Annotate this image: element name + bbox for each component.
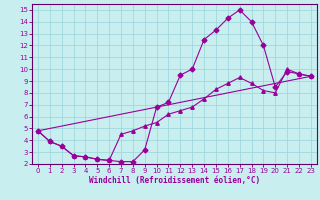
X-axis label: Windchill (Refroidissement éolien,°C): Windchill (Refroidissement éolien,°C): [89, 176, 260, 185]
